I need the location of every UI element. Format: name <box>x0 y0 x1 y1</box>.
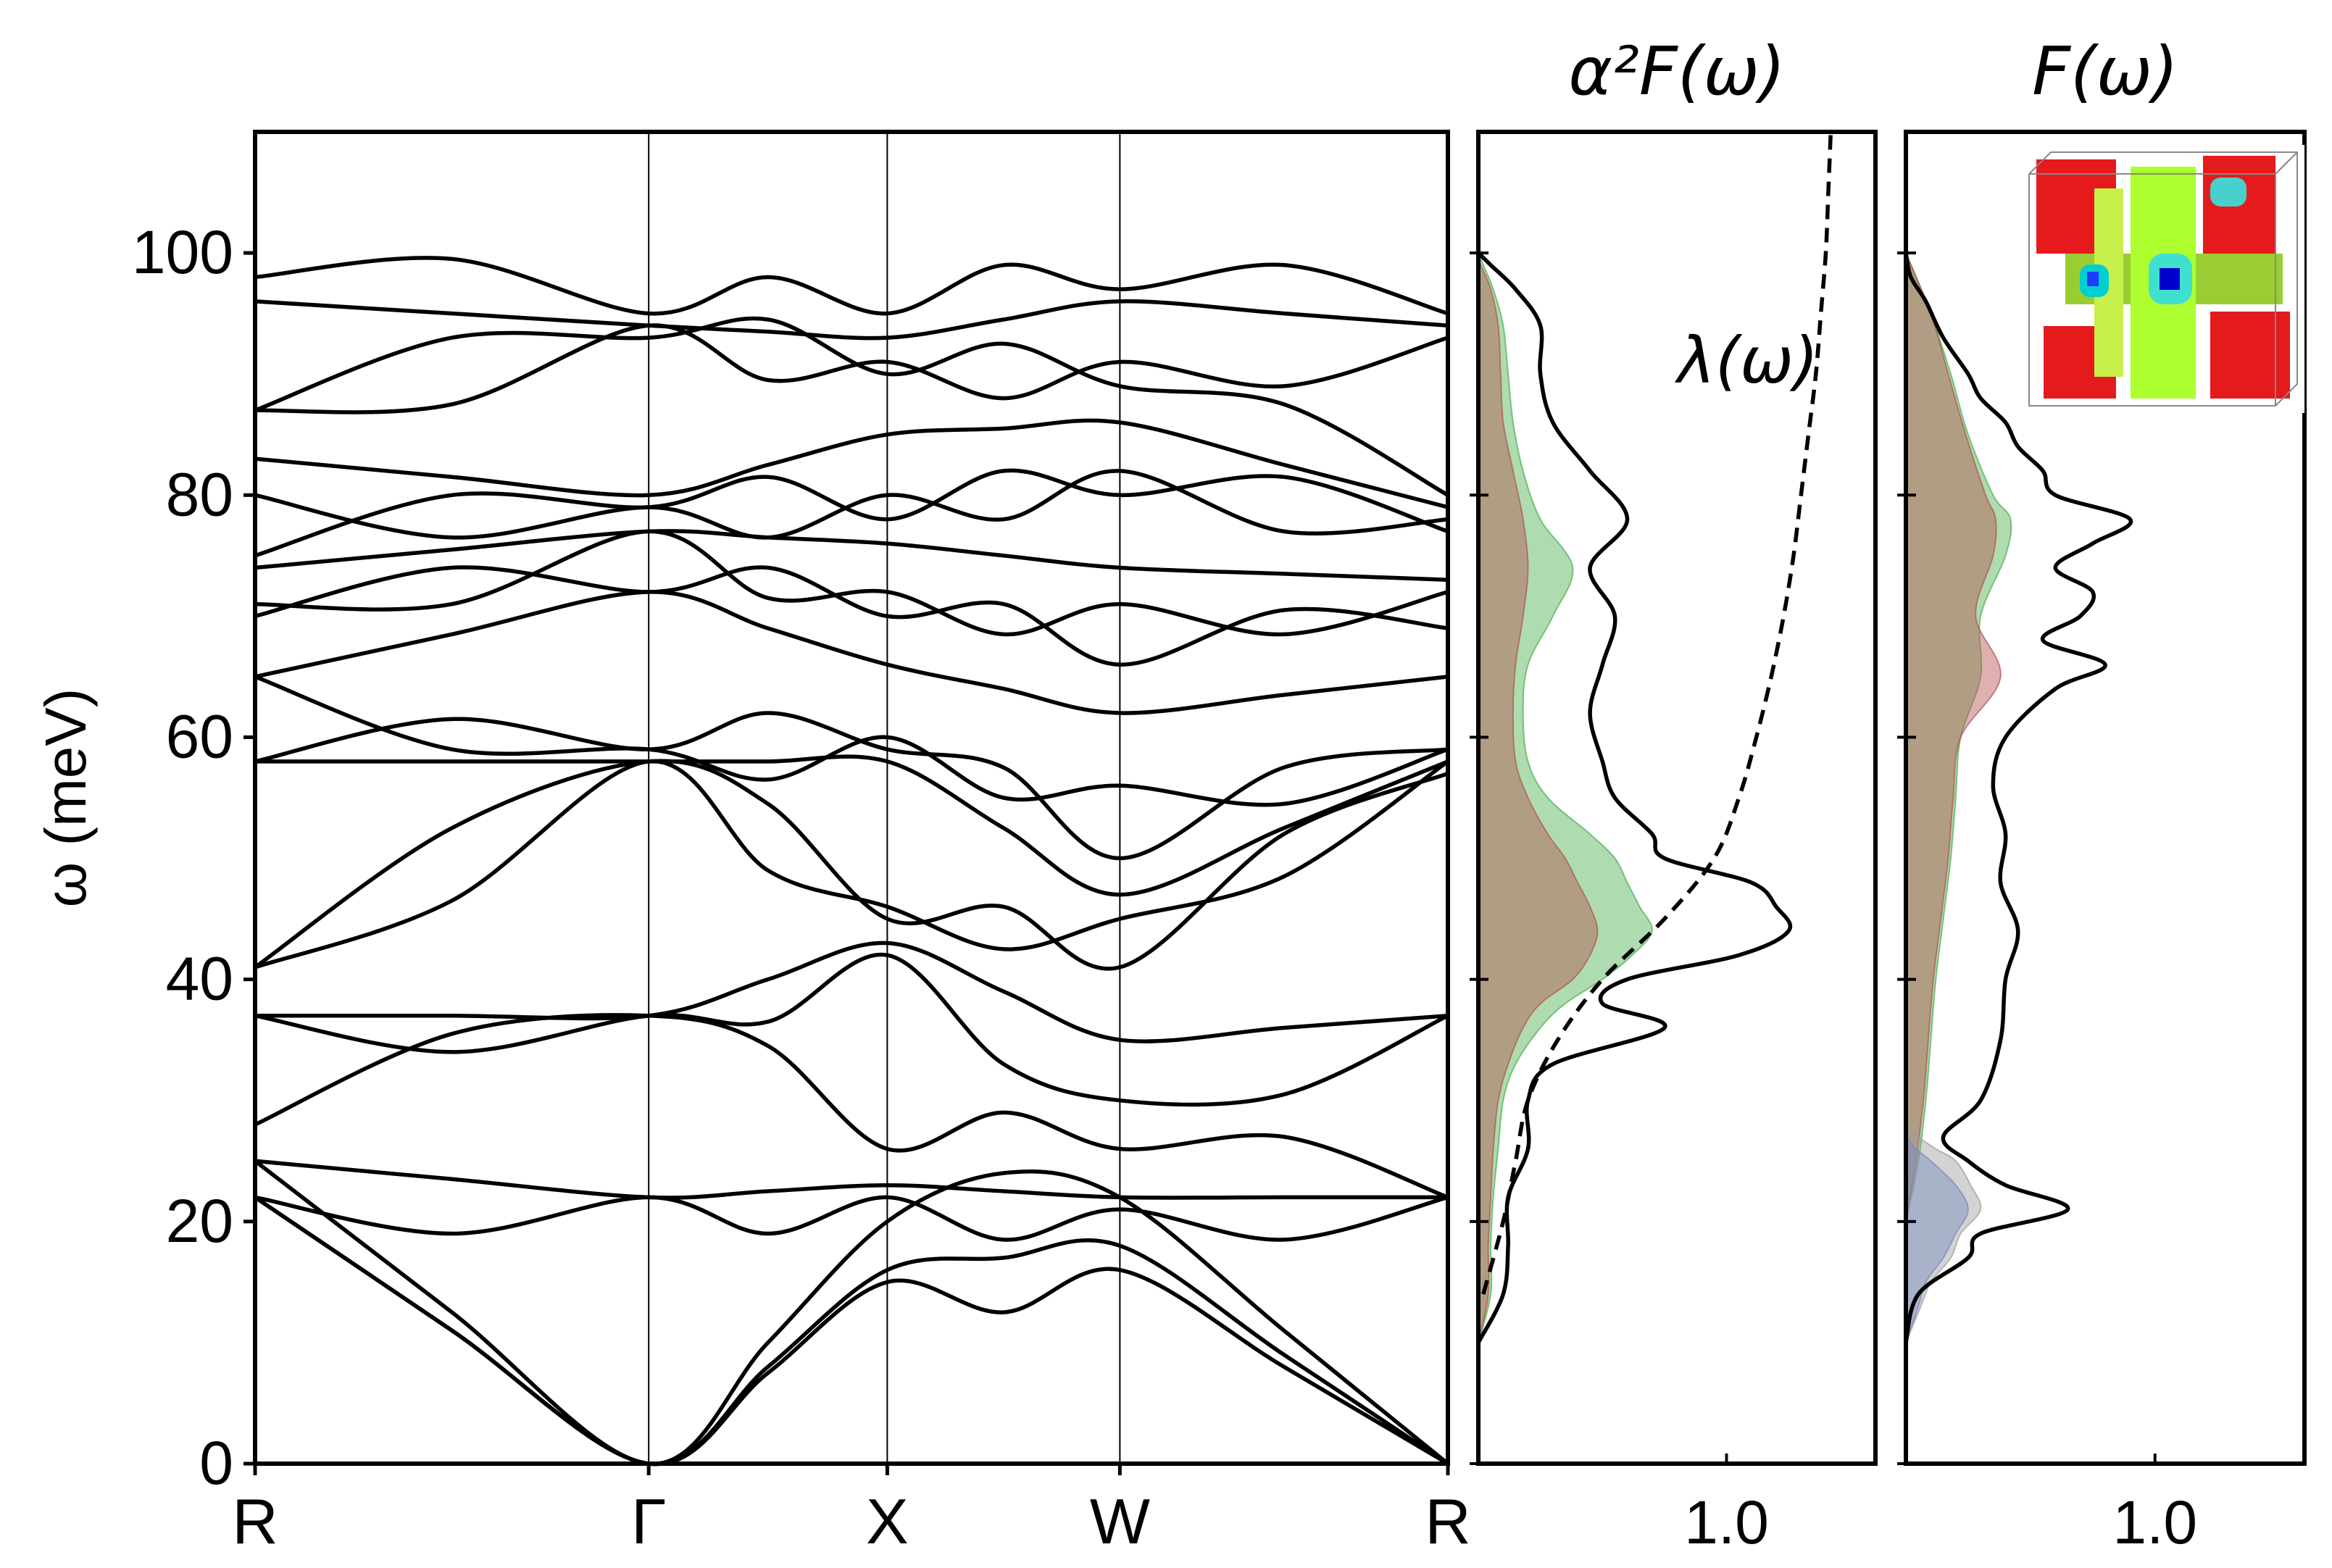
fdos-total-curve <box>1904 252 2133 1343</box>
curve-layer <box>254 131 2133 1467</box>
dispersion-frame <box>253 130 1450 1466</box>
phonon-branch-22 <box>254 299 1449 341</box>
y-axis-label: ω (meV) <box>33 688 98 907</box>
a2f-component_green-area <box>1478 252 1653 1343</box>
phonon-branch-3 <box>254 1195 1449 1242</box>
phonon-branch-18 <box>254 469 1449 540</box>
phonon-branch-0 <box>254 1196 1449 1467</box>
phonon-branch-14 <box>254 565 1449 667</box>
inset-blue-pocket <box>2160 268 2180 290</box>
lambda-annotation: λ(ω) <box>1675 323 1818 398</box>
fdos-component_red-area <box>1905 252 2002 1222</box>
inset-cyan-pocket <box>2210 178 2246 207</box>
phonon-branch-1 <box>254 1196 1449 1467</box>
phonon-branch-8 <box>254 759 1449 971</box>
phonon-branch-21 <box>254 323 1449 414</box>
phonon-branch-13 <box>254 590 1449 715</box>
text-layer: 0 20 40 60 80 100 R Γ X W Rω (meV) 1.0 α²F(ω) 1.0 F(ω)… <box>33 33 2197 1557</box>
phonon-branch-10 <box>255 754 1449 897</box>
x-tick-label-2: X <box>866 1485 909 1557</box>
phonon-branch-7 <box>255 941 1449 1043</box>
phonon-branch-19 <box>254 418 1449 509</box>
phonon-branch-9 <box>254 759 1449 969</box>
phonon-branch-23 <box>254 256 1449 316</box>
inset-box-edge <box>2275 151 2298 175</box>
y-tick-label-40: 40 <box>166 945 233 1013</box>
phonon-branch-2 <box>254 1159 1449 1466</box>
inset-box-outline <box>2028 151 2298 406</box>
a2f-component_red-area <box>1478 252 1599 1343</box>
fdos-title: F(ω) <box>2032 33 2178 110</box>
phonon-branch-11 <box>254 711 1449 861</box>
phonon-branch-4 <box>254 1159 1448 1200</box>
y-tick-label-100: 100 <box>132 218 233 286</box>
a2f-frame <box>1476 130 1878 1466</box>
fdos-frame <box>1904 130 2307 1466</box>
phonon-branch-12 <box>254 675 1449 807</box>
phonon-branch-15 <box>254 529 1449 637</box>
inset-red-sheet <box>2210 312 2290 399</box>
fermi-surface-inset <box>2022 145 2304 413</box>
phonon-branch-5 <box>254 1013 1449 1199</box>
x-tick-label-1: Γ <box>631 1485 666 1557</box>
x-tick-label-0: R <box>232 1485 278 1557</box>
phonon-branch-17 <box>254 468 1449 558</box>
frame-layer <box>243 130 2307 1475</box>
fdos-x-tick-label-0: 1.0 <box>2112 1488 2197 1556</box>
y-tick-label-20: 20 <box>166 1187 233 1255</box>
x-tick-label-3: W <box>1090 1485 1150 1557</box>
x-tick-label-4: R <box>1425 1485 1471 1557</box>
grid-layer <box>648 132 1121 1464</box>
y-tick-label-80: 80 <box>166 460 233 528</box>
phonon-branch-16 <box>254 529 1449 582</box>
y-tick-label-0: 0 <box>199 1429 233 1497</box>
a2f-title: α²F(ω) <box>1568 33 1785 110</box>
a2f-lambda-curve <box>1481 131 1833 1295</box>
phonon-branch-6 <box>254 952 1449 1107</box>
y-tick-label-60: 60 <box>166 702 233 770</box>
phonon-branch-20 <box>254 316 1449 497</box>
dos-fill-layer <box>1478 252 2012 1343</box>
inset-red-sheet <box>2203 156 2275 264</box>
inset-blue-pocket <box>2087 272 2099 286</box>
a2f-x-tick-label-0: 1.0 <box>1684 1488 1769 1556</box>
fdos-component_gray-area <box>1905 1122 1982 1343</box>
